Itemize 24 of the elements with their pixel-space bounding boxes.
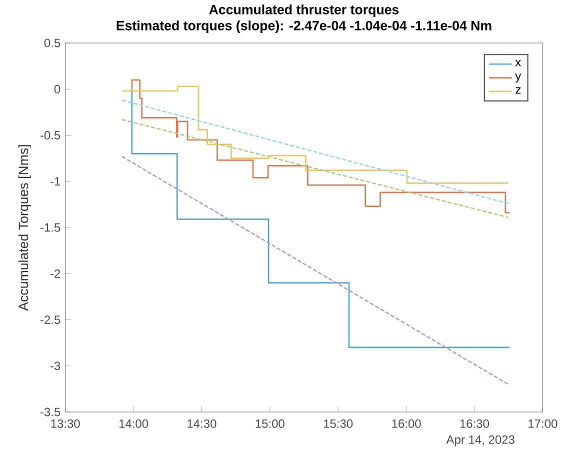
x-tick-label: 14:00 bbox=[119, 419, 148, 428]
x-tick-label: 17:00 bbox=[528, 419, 558, 428]
chart-title: Accumulated thruster torques bbox=[209, 4, 399, 17]
y-tick-label: -1 bbox=[50, 177, 60, 186]
x-tick-label: 13:30 bbox=[51, 419, 80, 428]
x-tick-label: 16:30 bbox=[460, 419, 490, 428]
x-tick-label: 15:00 bbox=[256, 419, 284, 428]
legend-label: z bbox=[516, 87, 521, 94]
y-tick-label: -3 bbox=[50, 362, 60, 370]
x-tick-label: 15:30 bbox=[324, 419, 353, 428]
y-axis-title: Accumulated Torques [Nms] bbox=[18, 145, 31, 311]
text: Apr 14, 2023 bbox=[446, 435, 514, 446]
legend-label: x bbox=[515, 60, 522, 66]
y-tick-label: 0 bbox=[54, 84, 60, 94]
y-tick-label: -3.5 bbox=[40, 408, 60, 416]
y-tick-label: -1.5 bbox=[40, 223, 60, 232]
chart-subtitle: Estimated torques (slope): -2.47e-04 -1.04e-04 -1.11e-04 Nm bbox=[116, 20, 492, 33]
y-tick-label: -2 bbox=[50, 269, 60, 278]
y-tick-label: 0.5 bbox=[44, 38, 60, 48]
x-tick-label: 14:30 bbox=[188, 419, 216, 428]
y-tick-label: -2.5 bbox=[40, 316, 60, 324]
legend-label: y bbox=[515, 74, 522, 82]
x-tick-label: 16:00 bbox=[392, 419, 421, 428]
y-tick-label: -0.5 bbox=[40, 131, 60, 140]
